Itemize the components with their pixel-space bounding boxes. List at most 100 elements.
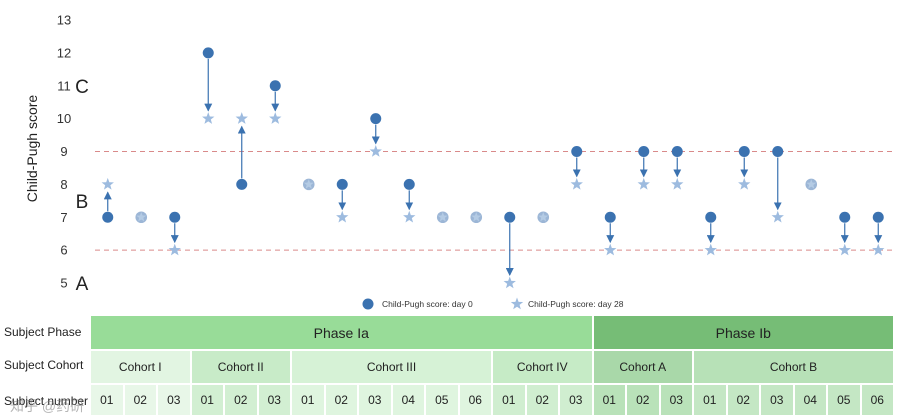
subject-number: 02 xyxy=(234,393,248,407)
day0-point-cohort-b-01 xyxy=(705,211,717,223)
subject-cell: 03 xyxy=(258,385,292,415)
day28-point-cohort-iii-05 xyxy=(437,212,448,222)
subject-number: 02 xyxy=(535,393,549,407)
day28-point-cohort-iii-02 xyxy=(336,210,349,223)
y-tick-9: 9 xyxy=(60,144,67,159)
data-points xyxy=(101,47,885,289)
subject-number: 05 xyxy=(837,393,851,407)
legend-day28-label: Child-Pugh score: day 28 xyxy=(528,299,624,309)
y-tick-10: 10 xyxy=(57,111,71,126)
subject-cell: 01 xyxy=(694,385,728,415)
cohort-band-label: Cohort II xyxy=(217,360,264,374)
y-tick-12: 12 xyxy=(57,45,71,60)
cohort-band-label: Cohort I xyxy=(118,360,162,374)
subject-cell: 03 xyxy=(560,385,594,415)
cohort-band-5: Cohort B xyxy=(694,351,895,383)
day28-point-cohort-iii-04 xyxy=(403,210,416,223)
day0-point-cohort-b-05 xyxy=(839,211,851,223)
subject-cell: 02 xyxy=(627,385,661,415)
y-tick-8: 8 xyxy=(60,177,67,192)
day28-point-cohort-b-02 xyxy=(738,177,751,190)
day0-point-cohort-i-03 xyxy=(169,211,181,223)
subject-cell: 03 xyxy=(158,385,192,415)
day28-point-cohort-ii-03 xyxy=(269,112,282,124)
cohort-band-label: Cohort A xyxy=(619,360,667,374)
day28-point-cohort-i-02 xyxy=(136,212,147,222)
subject-cell: 02 xyxy=(727,385,761,415)
subject-cell: 03 xyxy=(359,385,393,415)
day28-point-cohort-a-02 xyxy=(637,177,650,190)
subject-number: 03 xyxy=(267,393,281,407)
reference-lines xyxy=(95,151,893,251)
day28-point-cohort-i-01 xyxy=(101,177,114,190)
subject-number: 01 xyxy=(301,393,315,407)
subject-cell: 05 xyxy=(426,385,460,415)
subject-number: 02 xyxy=(636,393,650,407)
subject-number: 02 xyxy=(133,393,147,407)
change-arrows xyxy=(103,58,883,276)
subject-cell: 06 xyxy=(861,385,895,415)
subject-cell: 01 xyxy=(493,385,527,415)
grade-a: A xyxy=(76,274,89,295)
cohort-band-label: Cohort III xyxy=(366,360,417,374)
day28-point-cohort-b-01 xyxy=(704,243,717,256)
day0-point-cohort-a-01 xyxy=(604,211,616,223)
cohort-band-1: Cohort II xyxy=(191,351,292,383)
day0-point-cohort-ii-01 xyxy=(202,47,214,59)
subject-number: 01 xyxy=(100,393,114,407)
cohort-band-label: Cohort B xyxy=(769,360,818,374)
day28-point-cohort-iii-06 xyxy=(471,212,482,222)
row-label-phase: Subject Phase xyxy=(4,325,82,339)
y-tick-6: 6 xyxy=(60,243,67,258)
legend-day0-label: Child-Pugh score: day 0 xyxy=(382,299,473,309)
day0-point-cohort-b-03 xyxy=(772,146,784,157)
day0-point-cohort-b-06 xyxy=(872,211,884,223)
subject-number: 06 xyxy=(870,393,884,407)
subject-cell: 06 xyxy=(459,385,493,415)
subject-cell: 01 xyxy=(91,385,125,415)
subject-number: 06 xyxy=(468,393,482,407)
cohort-band-3: Cohort IV xyxy=(493,351,594,383)
y-tick-13: 13 xyxy=(57,13,71,28)
subject-number: 04 xyxy=(401,393,415,407)
day28-point-cohort-a-01 xyxy=(604,243,617,256)
subject-cell: 05 xyxy=(828,385,862,415)
watermark: 知乎 @药研 xyxy=(10,398,85,414)
day28-point-cohort-b-05 xyxy=(838,243,851,256)
subject-cell: 04 xyxy=(392,385,426,415)
phase-band-label: Phase Ia xyxy=(313,324,369,341)
subject-cell: 01 xyxy=(292,385,326,415)
row-label-number: Subject number xyxy=(4,394,89,408)
day28-point-cohort-iv-01 xyxy=(503,276,516,289)
day0-point-cohort-i-01 xyxy=(102,211,114,223)
subject-cell: 03 xyxy=(660,385,694,415)
day28-point-cohort-iii-01 xyxy=(303,179,314,189)
phase-band-label: Phase Ib xyxy=(715,324,771,341)
subject-cell: 02 xyxy=(124,385,158,415)
day0-point-cohort-a-02 xyxy=(638,146,650,157)
day0-point-cohort-iii-03 xyxy=(370,113,382,125)
day28-point-cohort-iii-03 xyxy=(369,145,382,157)
day0-point-cohort-b-02 xyxy=(738,146,750,157)
day28-point-cohort-iv-03 xyxy=(570,177,583,190)
y-axis: 5 6 7 8 9 10 11 12 13 A B C Child-Pugh score xyxy=(24,13,89,296)
day28-point-cohort-ii-02 xyxy=(235,112,248,124)
subject-cell: 03 xyxy=(761,385,795,415)
day0-point-cohort-iii-04 xyxy=(403,178,415,190)
day28-point-cohort-a-03 xyxy=(671,177,684,190)
subject-number: 03 xyxy=(167,393,181,407)
subject-cell: 01 xyxy=(191,385,225,415)
subject-number: 04 xyxy=(803,393,817,407)
day28-point-cohort-b-04 xyxy=(806,179,817,189)
day0-point-cohort-iii-02 xyxy=(336,178,348,190)
day28-point-cohort-i-03 xyxy=(168,243,181,256)
subject-number: 03 xyxy=(368,393,382,407)
grade-c: C xyxy=(75,77,89,98)
day28-point-cohort-b-06 xyxy=(872,243,885,256)
day28-point-cohort-ii-01 xyxy=(202,112,215,124)
day28-point-cohort-b-03 xyxy=(771,210,784,223)
grade-b: B xyxy=(76,192,89,213)
subject-number: 03 xyxy=(770,393,784,407)
cohort-band-label: Cohort IV xyxy=(516,360,568,374)
day0-point-cohort-iv-01 xyxy=(504,211,516,223)
